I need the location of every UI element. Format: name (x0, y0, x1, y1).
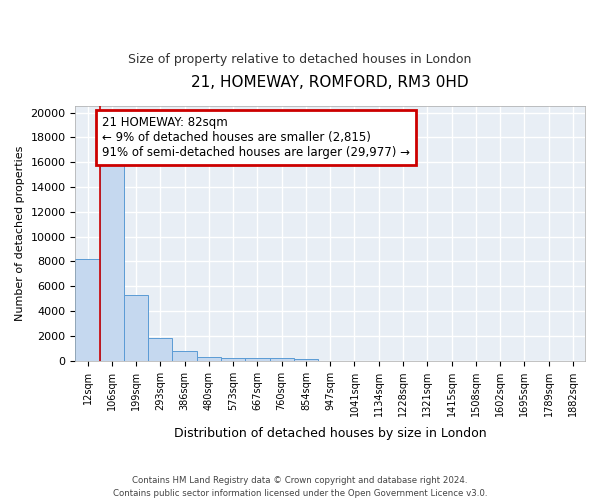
Bar (148, 338, 172, 360)
Y-axis label: Number of detached properties: Number of detached properties (15, 146, 25, 321)
Bar (172, 352, 197, 360)
X-axis label: Distribution of detached houses by size in London: Distribution of detached houses by size … (174, 427, 487, 440)
Bar (197, 357, 221, 360)
Text: Contains HM Land Registry data © Crown copyright and database right 2024.
Contai: Contains HM Land Registry data © Crown c… (113, 476, 487, 498)
Bar (269, 358, 294, 360)
Bar (221, 358, 245, 360)
Text: 21 HOMEWAY: 82sqm
← 9% of detached houses are smaller (2,815)
91% of semi-detach: 21 HOMEWAY: 82sqm ← 9% of detached house… (101, 116, 410, 160)
Bar (76, 259, 100, 360)
Bar (124, 295, 148, 360)
Title: 21, HOMEWAY, ROMFORD, RM3 0HD: 21, HOMEWAY, ROMFORD, RM3 0HD (191, 75, 469, 90)
Text: Size of property relative to detached houses in London: Size of property relative to detached ho… (128, 52, 472, 66)
Bar (294, 358, 318, 360)
Bar (100, 155, 124, 360)
Bar (245, 358, 269, 360)
